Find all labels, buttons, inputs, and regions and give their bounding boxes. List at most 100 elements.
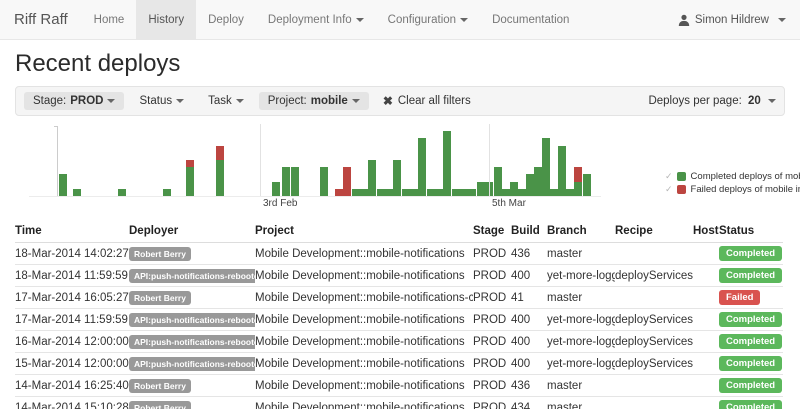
user-menu[interactable]: Simon Hildrew — [678, 14, 786, 26]
deploys-table: Time Deployer Project Stage Build Branch Recip… — [15, 220, 783, 409]
table-row[interactable]: 17-Mar-2014 16:05:27 Robert Berry Mobile D… — [15, 286, 783, 309]
nav-item-configuration[interactable]: Configuration — [376, 0, 480, 39]
deploy-bar — [583, 174, 591, 196]
deploy-bar — [377, 188, 385, 196]
cell-hosts — [693, 308, 719, 331]
project-filter-dropdown[interactable]: Project: mobile — [258, 92, 369, 110]
cell-recipe — [615, 286, 693, 309]
cell-deployer: API:push-notifications-rebooter — [129, 330, 255, 353]
cell-deployer: Robert Berry — [129, 242, 255, 265]
cell-deployer: Robert Berry — [129, 374, 255, 397]
cell-project: Mobile Development::mobile-notifications — [255, 308, 473, 331]
cell-hosts — [693, 286, 719, 309]
table-row[interactable]: 17-Mar-2014 11:59:59 API:push-notificatio… — [15, 308, 783, 331]
table-row[interactable]: 16-Mar-2014 12:00:00 API:push-notificatio… — [15, 330, 783, 353]
completed-segment — [360, 188, 368, 196]
deploy-bar — [402, 188, 410, 196]
deploy-bar — [542, 138, 550, 196]
caret-down-icon — [768, 98, 776, 103]
cell-build: 434 — [511, 396, 547, 409]
legend-item-completed-deploys-of-mobile-in-prod[interactable]: ✓ Completed deploys of mobile in PROD — [665, 170, 800, 183]
cell-stage: PROD — [473, 330, 511, 353]
cell-status: Completed — [719, 330, 783, 353]
person-icon — [678, 14, 690, 26]
completed-segment — [443, 131, 451, 196]
filter-bar: Stage: PROD Status Task Project: mobile … — [15, 86, 785, 116]
completed-segment — [320, 167, 328, 196]
cell-deployer: API:push-notifications-rebooter — [129, 308, 255, 331]
cell-recipe — [615, 242, 693, 265]
failed-segment — [186, 160, 194, 168]
column-header-stage: Stage — [473, 220, 511, 243]
completed-segment — [574, 181, 582, 196]
deploy-bar — [435, 188, 443, 196]
deploy-bar — [335, 188, 343, 196]
completed-segment — [494, 167, 502, 196]
task-filter-label: Task — [208, 95, 232, 107]
completed-segment — [418, 138, 426, 196]
deployer-badge: Robert Berry — [129, 378, 191, 393]
completed-segment — [291, 167, 299, 196]
status-badge: Failed — [719, 290, 761, 305]
cell-deployer: API:push-notifications-rebooter — [129, 264, 255, 287]
completed-segment — [216, 159, 224, 196]
nav-item-deploy[interactable]: Deploy — [208, 14, 244, 26]
cell-hosts — [693, 264, 719, 287]
status-filter-dropdown[interactable]: Status — [130, 92, 193, 110]
table-row[interactable]: 14-Mar-2014 15:10:28 Robert Berry Mobile D… — [15, 396, 783, 409]
table-row[interactable]: 14-Mar-2014 16:25:40 Robert Berry Mobile D… — [15, 374, 783, 397]
status-badge: Completed — [719, 268, 783, 283]
status-badge: Completed — [719, 356, 783, 371]
stage-filter-dropdown[interactable]: Stage: PROD — [24, 92, 125, 110]
column-header-deployer: Deployer — [129, 220, 255, 243]
deploy-bar — [574, 167, 582, 196]
navbar-right: Simon Hildrew — [678, 0, 800, 39]
deploy-bar — [443, 131, 451, 196]
nav-item-home[interactable]: Home — [93, 14, 125, 26]
deploy-bar — [460, 188, 468, 196]
completed-segment — [510, 181, 518, 196]
column-header-recipe: Recipe — [615, 220, 693, 243]
check-icon: ✓ — [665, 171, 673, 181]
check-icon: ✓ — [665, 184, 673, 194]
brand-riff-raff[interactable]: Riff Raff — [14, 11, 68, 28]
per-page-label: Deploys per page: — [648, 95, 742, 107]
task-filter-dropdown[interactable]: Task — [199, 92, 253, 110]
cell-stage: PROD — [473, 264, 511, 287]
navbar: Riff Raff Home History Deploy Deployment In… — [0, 0, 800, 40]
cell-recipe: deployServices — [615, 352, 693, 375]
nav-items: Home History Deploy Deployment Info Configur… — [82, 0, 582, 39]
table-row[interactable]: 15-Mar-2014 12:00:00 API:push-notificatio… — [15, 352, 783, 375]
cell-recipe: deployServices — [615, 264, 693, 287]
column-header-project: Project — [255, 220, 473, 243]
cell-status: Failed — [719, 286, 783, 309]
cell-time: 17-Mar-2014 16:05:27 — [15, 286, 129, 309]
table-row[interactable]: 18-Mar-2014 11:59:59 API:push-notificatio… — [15, 264, 783, 287]
y-axis-tick — [54, 126, 58, 127]
deploys-per-page-dropdown[interactable]: Deploys per page: 20 — [648, 95, 776, 107]
legend-item-failed-deploys-of-mobile-in-prod[interactable]: ✓ Failed deploys of mobile in PROD — [665, 183, 800, 196]
clear-all-filters-button[interactable]: ✖ Clear all filters — [383, 94, 471, 108]
deployer-badge: API:push-notifications-rebooter — [129, 334, 255, 349]
table-row[interactable]: 18-Mar-2014 14:02:27 Robert Berry Mobile D… — [15, 242, 783, 265]
cell-recipe — [615, 396, 693, 409]
deploy-bar — [558, 145, 566, 196]
completed-segment — [502, 188, 510, 196]
cell-build: 400 — [511, 308, 547, 331]
cell-build: 400 — [511, 352, 547, 375]
deploy-bar — [272, 181, 280, 196]
completed-segment — [477, 181, 485, 196]
caret-down-icon — [778, 17, 786, 22]
completed-segment — [468, 188, 476, 196]
cell-project: Mobile Development::mobile-notifications — [255, 396, 473, 409]
nav-item-deployment-info[interactable]: Deployment Info — [256, 0, 376, 39]
nav-item-history[interactable]: History — [136, 0, 197, 39]
status-badge: Completed — [719, 378, 783, 393]
cell-branch: master — [547, 242, 615, 265]
axis-label-3rd-feb: 3rd Feb — [263, 198, 298, 209]
completed-segment — [282, 167, 290, 196]
nav-item-documentation[interactable]: Documentation — [492, 14, 570, 26]
cell-stage: PROD — [473, 374, 511, 397]
deploy-bar — [550, 188, 558, 196]
completed-segment — [526, 174, 534, 196]
